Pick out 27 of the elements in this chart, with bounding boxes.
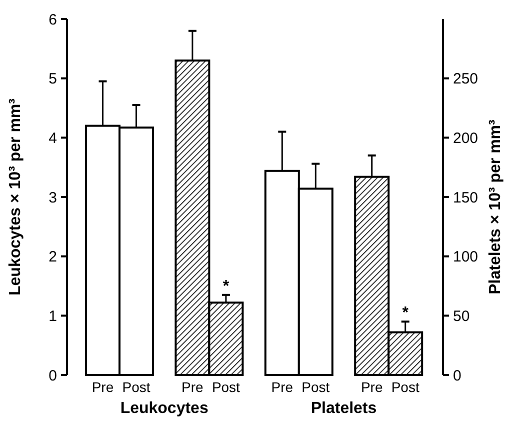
x-tick-label: Pre	[182, 379, 204, 395]
x-tick-label: Pre	[92, 379, 114, 395]
y-tick-label: 0	[48, 367, 57, 384]
y-tick-label: 1	[48, 308, 57, 325]
y2-tick-label: 50	[453, 308, 470, 325]
y2-tick-label: 0	[453, 367, 462, 384]
y-tick-label: 3	[48, 189, 57, 206]
x-tick-label: Post	[212, 379, 240, 395]
annotation: *	[402, 304, 410, 322]
y2-tick-label: 250	[453, 70, 478, 88]
y-tick-label: 6	[48, 11, 57, 28]
y-tick-label: 2	[48, 248, 57, 266]
y-tick-label: 4	[48, 130, 57, 147]
text: Platelets	[310, 400, 377, 417]
y2-tick-label: 200	[453, 130, 478, 147]
x-tick-label: Pre	[271, 379, 294, 395]
y-axis-title: Leukocytes × 10³ per mm³	[7, 98, 24, 296]
y2-tick-label: 150	[453, 189, 478, 206]
y2-tick-label: 100	[453, 248, 478, 266]
y2-axis-title: Platelets × 10³ per mm³	[487, 120, 504, 294]
x-tick-label: Post	[302, 379, 330, 395]
x-tick-label: Pre	[360, 379, 383, 395]
annotation: *	[222, 278, 230, 295]
text: Leukocytes	[120, 400, 208, 417]
y-tick-label: 5	[48, 70, 57, 88]
x-tick-label: Post	[391, 379, 420, 395]
x-tick-label: Post	[122, 379, 150, 395]
